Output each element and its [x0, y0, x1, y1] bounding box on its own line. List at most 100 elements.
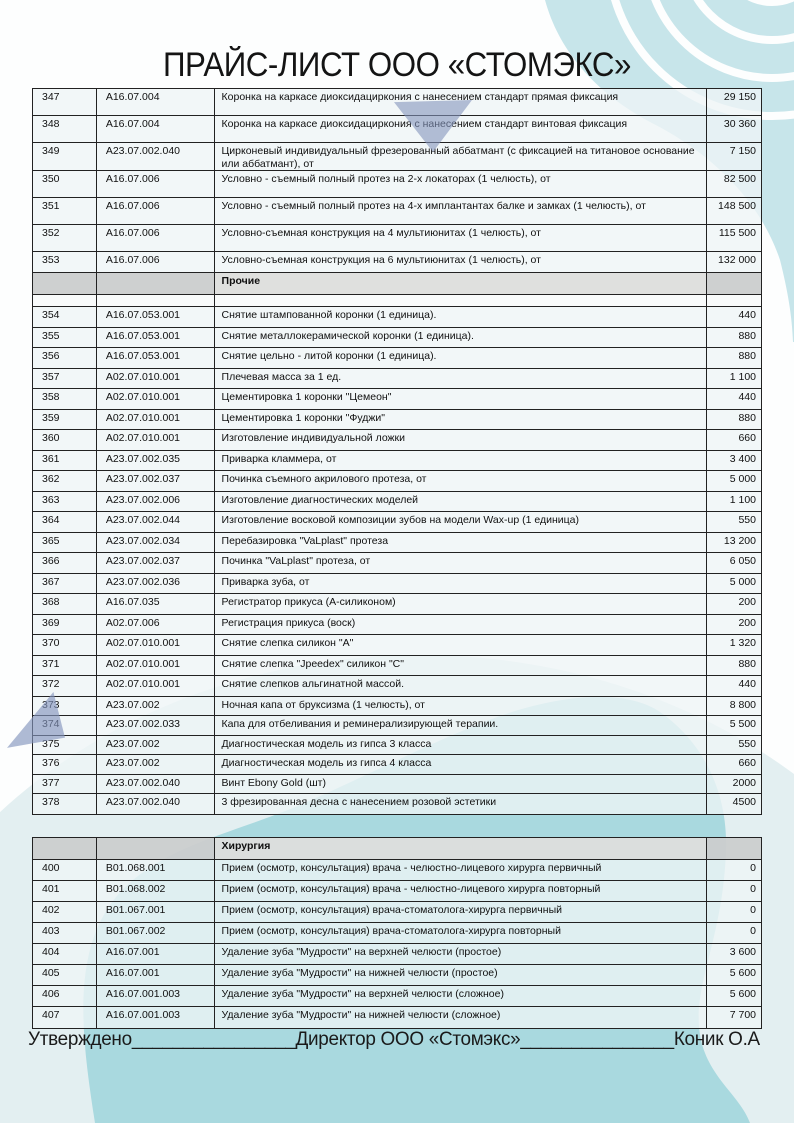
- table-row: 361 A23.07.002.035 Приварка кламмера, от 3 …: [33, 450, 761, 471]
- code-cell: A23.07.002.035: [96, 450, 215, 470]
- code-cell: [96, 838, 215, 859]
- table-row: 349 A23.07.002.040 Цирконевый индивидуальн…: [33, 143, 761, 171]
- row-number-cell: 406: [33, 986, 97, 1006]
- row-number-cell: 405: [33, 965, 97, 985]
- table-row: 352 A16.07.006 Условно-съемная конструкция…: [33, 225, 761, 252]
- code-cell: A02.07.010.001: [96, 655, 215, 675]
- row-number-cell: 368: [33, 594, 97, 614]
- table-row: 348 A16.07.004 Коронка на каркасе диоксида…: [33, 116, 761, 143]
- row-number-cell: 362: [33, 471, 97, 491]
- code-cell: A16.07.001: [96, 965, 215, 985]
- table-row: 401 B01.068.002 Прием (осмотр, консультаци…: [33, 881, 761, 902]
- description-cell: Условно - съемный полный протез на 2-х л…: [214, 171, 708, 197]
- price-cell: 200: [707, 594, 761, 614]
- description-cell: Капа для отбеливания и реминерализирующе…: [214, 716, 708, 735]
- code-cell: A02.07.010.001: [96, 409, 215, 429]
- description-cell: Плечевая масса за 1 ед.: [214, 368, 708, 388]
- code-cell: A02.07.010.001: [96, 368, 215, 388]
- table-row: 400 B01.068.001 Прием (осмотр, консультаци…: [33, 860, 761, 881]
- row-number-cell: 361: [33, 450, 97, 470]
- description-cell: Винт Ebony Gold (шт): [214, 774, 708, 793]
- price-cell: 6 050: [707, 553, 761, 573]
- row-number-cell: 376: [33, 755, 97, 774]
- description-cell: Изготовление восковой композиции зубов н…: [214, 512, 708, 532]
- table-row: 371 A02.07.010.001 Снятие слепка "Jpeedex"…: [33, 655, 761, 676]
- code-cell: A23.07.002.037: [96, 471, 215, 491]
- price-cell: 880: [707, 327, 761, 347]
- table-row: 360 A02.07.010.001 Изготовление индивидуал…: [33, 430, 761, 451]
- price-cell: 7 700: [707, 1007, 761, 1028]
- row-number-cell: 359: [33, 409, 97, 429]
- description-cell: Перебазировка "VaLplast" протеза: [214, 532, 708, 552]
- row-number-cell: 354: [33, 307, 97, 327]
- code-cell: A23.07.002.044: [96, 512, 215, 532]
- price-cell: 1 100: [707, 491, 761, 511]
- table-row: 406 A16.07.001.003 Удаление зуба "Мудрости…: [33, 986, 761, 1007]
- price-cell: 550: [707, 512, 761, 532]
- row-number-cell: 358: [33, 389, 97, 409]
- price-cell: 440: [707, 389, 761, 409]
- description-cell: Цементировка 1 коронки "Цемеон": [214, 389, 708, 409]
- code-cell: A16.07.035: [96, 594, 215, 614]
- price-cell: 660: [707, 755, 761, 774]
- description-cell: Цементировка 1 коронки "Фуджи": [214, 409, 708, 429]
- price-cell: 115 500: [707, 225, 761, 251]
- price-cell: 3 600: [707, 944, 761, 964]
- code-cell: A02.07.010.001: [96, 389, 215, 409]
- code-cell: A16.07.053.001: [96, 307, 215, 327]
- description-cell: Удаление зуба "Мудрости" на нижней челюс…: [214, 1007, 708, 1028]
- code-cell: B01.068.001: [96, 860, 215, 880]
- description-cell: Снятие слепка силикон "А": [214, 635, 708, 655]
- row-number-cell: 378: [33, 794, 97, 814]
- price-cell: 7 150: [707, 143, 761, 170]
- row-number-cell: 365: [33, 532, 97, 552]
- price-cell: 132 000: [707, 252, 761, 272]
- row-number-cell: 367: [33, 573, 97, 593]
- table-row: 376 A23.07.002 Диагностическая модель из г…: [33, 755, 761, 775]
- row-number-cell: 352: [33, 225, 97, 251]
- price-cell: 0: [707, 923, 761, 943]
- row-number-cell: [33, 273, 97, 294]
- price-cell: 5 600: [707, 986, 761, 1006]
- section-label: Хирургия: [214, 838, 708, 859]
- description-cell: Условно-съемная конструкция на 6 мультию…: [214, 252, 708, 272]
- code-cell: A23.07.002.036: [96, 573, 215, 593]
- price-cell: 0: [707, 902, 761, 922]
- code-cell: B01.067.002: [96, 923, 215, 943]
- table-row: 359 A02.07.010.001 Цементировка 1 коронки …: [33, 409, 761, 430]
- price-cell: 1 320: [707, 635, 761, 655]
- code-cell: [96, 295, 215, 306]
- table-row: 364 A23.07.002.044 Изготовление восковой к…: [33, 512, 761, 533]
- table-row: 370 A02.07.010.001 Снятие слепка силикон "…: [33, 635, 761, 656]
- table-row: 366 A23.07.002.037 Починка "VaLplast" прот…: [33, 553, 761, 574]
- page-title: ПРАЙС-ЛИСТ ООО «СТОМЭКС»: [163, 46, 631, 84]
- row-number-cell: 347: [33, 89, 97, 115]
- description-cell: Диагностическая модель из гипса 3 класса: [214, 735, 708, 754]
- description-cell: Регистратор прикуса (А-силиконом): [214, 594, 708, 614]
- code-cell: A16.07.004: [96, 116, 215, 142]
- description-cell: 3 фрезированная десна с нанесением розов…: [214, 794, 708, 814]
- description-cell: Починка "VaLplast" протеза, от: [214, 553, 708, 573]
- price-cell: 3 400: [707, 450, 761, 470]
- code-cell: A16.07.001: [96, 944, 215, 964]
- table-row: 358 A02.07.010.001 Цементировка 1 коронки …: [33, 389, 761, 410]
- table-row: 378 A23.07.002.040 3 фрезированная десна с…: [33, 794, 761, 814]
- price-cell: 29 150: [707, 89, 761, 115]
- description-cell: Снятие цельно - литой коронки (1 единица…: [214, 348, 708, 368]
- code-cell: A23.07.002.006: [96, 491, 215, 511]
- spacer-row: [33, 295, 761, 307]
- code-cell: A16.07.006: [96, 225, 215, 251]
- code-cell: A16.07.053.001: [96, 348, 215, 368]
- description-cell: Снятие металлокерамической коронки (1 ед…: [214, 327, 708, 347]
- table-row: 404 A16.07.001 Удаление зуба "Мудрости" на…: [33, 944, 761, 965]
- description-cell: Удаление зуба "Мудрости" на верхней челю…: [214, 986, 708, 1006]
- price-cell: 0: [707, 881, 761, 901]
- table-row: 350 A16.07.006 Условно - съемный полный пр…: [33, 171, 761, 198]
- row-number-cell: 371: [33, 655, 97, 675]
- row-number-cell: 356: [33, 348, 97, 368]
- row-number-cell: 349: [33, 143, 97, 170]
- price-cell: 440: [707, 307, 761, 327]
- price-cell: [707, 273, 761, 294]
- price-cell: [707, 295, 761, 306]
- code-cell: A23.07.002.037: [96, 553, 215, 573]
